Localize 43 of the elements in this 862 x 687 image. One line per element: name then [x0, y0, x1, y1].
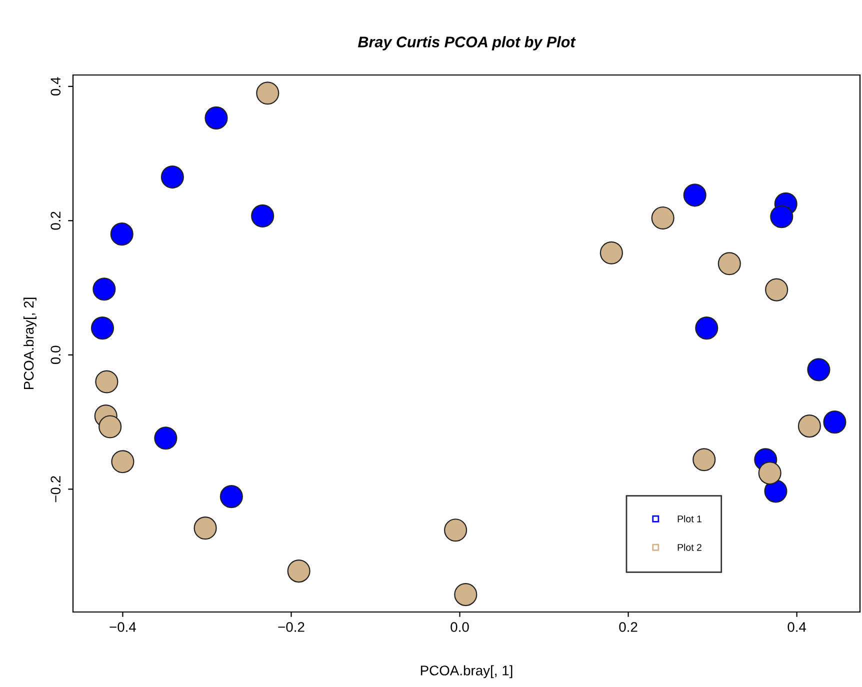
point: [98, 415, 122, 438]
point: [798, 414, 821, 438]
point: [807, 358, 830, 382]
point: [90, 316, 114, 340]
point: [454, 583, 478, 606]
x-tick-label: 0.4: [788, 622, 806, 632]
point: [758, 462, 782, 485]
point: [683, 184, 706, 207]
y-tick-label: 0.0: [50, 346, 61, 364]
point: [110, 222, 134, 246]
point: [695, 316, 718, 340]
x-tick-label: 0.0: [450, 622, 469, 632]
y-tick-label: −0.2: [50, 476, 61, 502]
point: [194, 516, 217, 540]
legend-label: Plot 2: [678, 544, 702, 551]
point: [256, 82, 280, 105]
point: [92, 278, 116, 301]
y-axis-title: PCOA.bray[, 2]: [23, 298, 36, 390]
x-tick-label: −0.2: [278, 622, 304, 632]
point: [765, 278, 788, 302]
chart-title: Bray Curtis PCOA plot by Plot: [358, 36, 576, 50]
legend-label: Plot 1: [678, 515, 702, 522]
point: [251, 204, 274, 228]
point: [154, 426, 178, 450]
y-tick-label: 0.4: [50, 77, 61, 96]
point: [770, 205, 794, 228]
point: [764, 480, 788, 503]
point: [160, 165, 184, 189]
point: [823, 410, 846, 434]
x-tick-label: −0.4: [110, 622, 136, 632]
point: [651, 206, 674, 230]
point: [692, 448, 716, 472]
y-tick-label: 0.2: [50, 212, 61, 230]
x-axis-title: PCOA.bray[, 1]: [420, 665, 512, 678]
point: [204, 106, 228, 130]
point: [111, 450, 134, 474]
point: [95, 370, 118, 394]
point: [287, 560, 310, 583]
point: [718, 252, 741, 276]
point: [444, 518, 468, 542]
point: [220, 485, 243, 508]
point: [600, 241, 623, 264]
x-tick-label: 0.2: [619, 622, 638, 632]
